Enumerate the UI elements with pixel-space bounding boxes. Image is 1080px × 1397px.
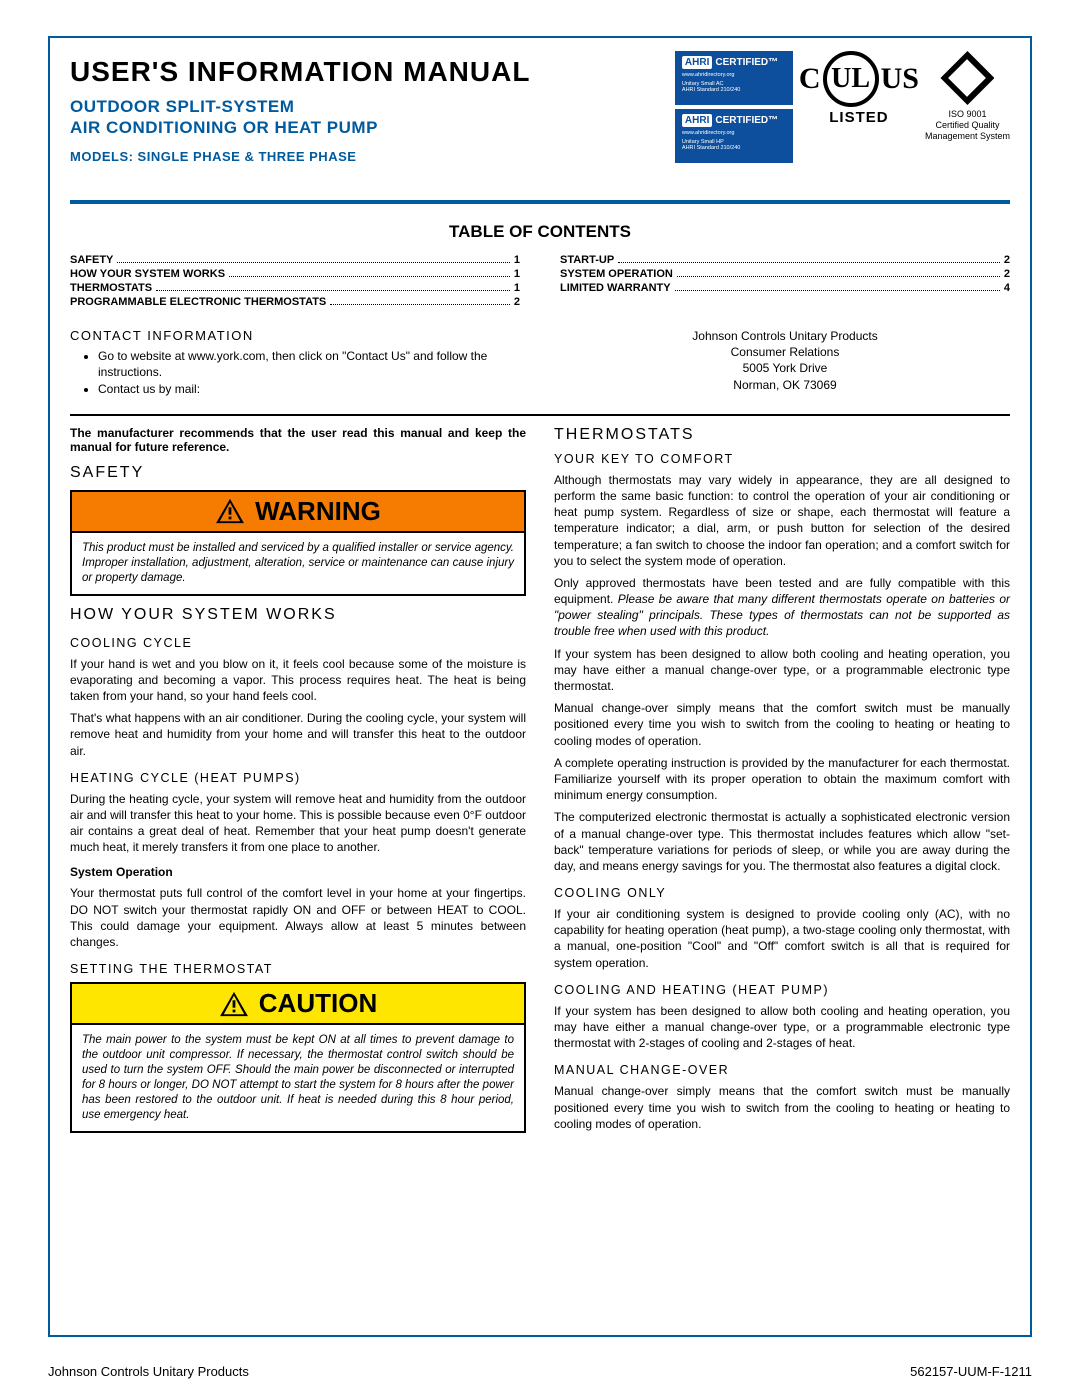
key-p5: A complete operating instruction is prov… bbox=[554, 755, 1010, 804]
key-p3: If your system has been designed to allo… bbox=[554, 646, 1010, 695]
cool-heat-heading: Cooling and Heating (Heat Pump) bbox=[554, 983, 1010, 997]
toc-item: System Operation2 bbox=[560, 268, 1010, 280]
ahri-std-ac: Unitary Small AC AHRI Standard 210/240 bbox=[682, 81, 786, 93]
ahri-logo-icon: AHRI bbox=[682, 114, 712, 127]
caution-label: CAUTION bbox=[259, 988, 377, 1019]
ahri-std-hp: Unitary Small HP AHRI Standard 210/240 bbox=[682, 139, 786, 151]
toc-item: How Your System Works1 bbox=[70, 268, 520, 280]
toc-item: Safety1 bbox=[70, 254, 520, 266]
key-p1: Although thermostats may vary widely in … bbox=[554, 472, 1010, 569]
safety-heading: Safety bbox=[70, 464, 526, 482]
contact-heading: Contact Information bbox=[70, 328, 520, 343]
toc-item: Limited Warranty4 bbox=[560, 282, 1010, 294]
contact-section: Contact Information Go to website at www… bbox=[70, 328, 1010, 400]
body-columns: The manufacturer recommends that the use… bbox=[70, 426, 1010, 1143]
toc-item: Programmable Electronic Thermostats2 bbox=[70, 296, 520, 308]
heating-cycle-heading: Heating Cycle (Heat Pumps) bbox=[70, 771, 526, 785]
contact-address: Johnson Controls Unitary Products Consum… bbox=[560, 328, 1010, 400]
system-operation-heading: System Operation bbox=[70, 865, 526, 879]
ahri-logo-icon: AHRI bbox=[682, 56, 712, 69]
manual-changeover-p: Manual change-over simply means that the… bbox=[554, 1083, 1010, 1132]
toc: Safety1 How Your System Works1 Thermosta… bbox=[70, 252, 1010, 310]
ahri-badge-hp: AHRI CERTIFIED™ www.ahridirectory.org Un… bbox=[675, 109, 793, 163]
cooling-only-heading: Cooling Only bbox=[554, 886, 1010, 900]
models-line: Models: Single Phase & Three Phase bbox=[70, 149, 590, 164]
contact-item: Contact us by mail: bbox=[98, 382, 520, 398]
contact-list: Go to website at www.york.com, then clic… bbox=[70, 349, 520, 398]
ahri-url: www.ahridirectory.org bbox=[682, 72, 786, 78]
key-comfort-heading: Your Key to Comfort bbox=[554, 452, 1010, 466]
ul-listed-badge: C UL US LISTED bbox=[799, 51, 919, 126]
ul-us: US bbox=[881, 62, 919, 96]
header: User's Information Manual Outdoor Split-… bbox=[70, 56, 1010, 186]
manual-changeover-heading: Manual Change-Over bbox=[554, 1063, 1010, 1077]
iso-badge: ISO 9001 Certified Quality Management Sy… bbox=[925, 51, 1010, 141]
footer-left: Johnson Controls Unitary Products bbox=[48, 1364, 249, 1379]
subtitle-line1: Outdoor Split-System bbox=[70, 97, 294, 116]
toc-col-right: Start-Up2 System Operation2 Limited Warr… bbox=[560, 252, 1010, 310]
warning-body: This product must be installed and servi… bbox=[72, 533, 524, 594]
ul-mark-icon: UL bbox=[823, 51, 879, 107]
toc-title: Table of Contents bbox=[70, 222, 1010, 242]
cooling-cycle-heading: Cooling Cycle bbox=[70, 636, 526, 650]
key-p2: Only approved thermostats have been test… bbox=[554, 575, 1010, 640]
key-p4: Manual change-over simply means that the… bbox=[554, 700, 1010, 749]
page-frame: User's Information Manual Outdoor Split-… bbox=[48, 36, 1032, 1337]
cool-heat-p: If your system has been designed to allo… bbox=[554, 1003, 1010, 1052]
cooling-only-p: If your air conditioning system is desig… bbox=[554, 906, 1010, 971]
caution-triangle-icon bbox=[219, 991, 249, 1017]
how-heading: How Your System Works bbox=[70, 606, 526, 624]
caution-body: The main power to the system must be kep… bbox=[72, 1025, 524, 1131]
setting-thermostat-heading: Setting the Thermostat bbox=[70, 962, 526, 976]
caution-box: CAUTION The main power to the system mus… bbox=[70, 982, 526, 1133]
manufacturer-recommendation: The manufacturer recommends that the use… bbox=[70, 426, 526, 454]
ahri-certified-label: CERTIFIED™ bbox=[715, 115, 778, 126]
header-rule bbox=[70, 200, 1010, 204]
body-col-left: The manufacturer recommends that the use… bbox=[70, 426, 526, 1143]
toc-item: Thermostats1 bbox=[70, 282, 520, 294]
warning-label: WARNING bbox=[255, 496, 381, 527]
warning-triangle-icon bbox=[215, 498, 245, 524]
body-col-right: Thermostats Your Key to Comfort Although… bbox=[554, 426, 1010, 1143]
ul-listed-label: LISTED bbox=[829, 109, 888, 126]
title-block: User's Information Manual Outdoor Split-… bbox=[70, 56, 590, 164]
key-p6: The computerized electronic thermostat i… bbox=[554, 809, 1010, 874]
ahri-badges: AHRI CERTIFIED™ www.ahridirectory.org Un… bbox=[675, 51, 793, 163]
subtitle: Outdoor Split-System Air Conditioning or… bbox=[70, 96, 590, 139]
section-rule bbox=[70, 414, 1010, 416]
contact-left: Contact Information Go to website at www… bbox=[70, 328, 520, 400]
page-footer: Johnson Controls Unitary Products 562157… bbox=[48, 1358, 1032, 1379]
footer-right: 562157-UUM-F-1211 bbox=[910, 1364, 1032, 1379]
toc-item: Start-Up2 bbox=[560, 254, 1010, 266]
warning-box: WARNING This product must be installed a… bbox=[70, 490, 526, 596]
cooling-p1: If your hand is wet and you blow on it, … bbox=[70, 656, 526, 705]
toc-col-left: Safety1 How Your System Works1 Thermosta… bbox=[70, 252, 520, 310]
ahri-url: www.ahridirectory.org bbox=[682, 130, 786, 136]
cooling-p2: That's what happens with an air conditio… bbox=[70, 710, 526, 759]
certification-badges: AHRI CERTIFIED™ www.ahridirectory.org Un… bbox=[675, 51, 1010, 163]
caution-header: CAUTION bbox=[72, 984, 524, 1025]
main-title: User's Information Manual bbox=[70, 56, 590, 88]
thermostats-heading: Thermostats bbox=[554, 426, 1010, 444]
ul-c: C bbox=[799, 62, 821, 96]
ahri-badge-ac: AHRI CERTIFIED™ www.ahridirectory.org Un… bbox=[675, 51, 793, 105]
ahri-certified-label: CERTIFIED™ bbox=[715, 57, 778, 68]
subtitle-line2: Air Conditioning or Heat Pump bbox=[70, 118, 378, 137]
iso-diamond-icon bbox=[940, 51, 994, 105]
heating-p: During the heating cycle, your system wi… bbox=[70, 791, 526, 856]
iso-text: ISO 9001 Certified Quality Management Sy… bbox=[925, 109, 1010, 141]
system-operation-p: Your thermostat puts full control of the… bbox=[70, 885, 526, 950]
contact-item: Go to website at www.york.com, then clic… bbox=[98, 349, 520, 380]
warning-header: WARNING bbox=[72, 492, 524, 533]
